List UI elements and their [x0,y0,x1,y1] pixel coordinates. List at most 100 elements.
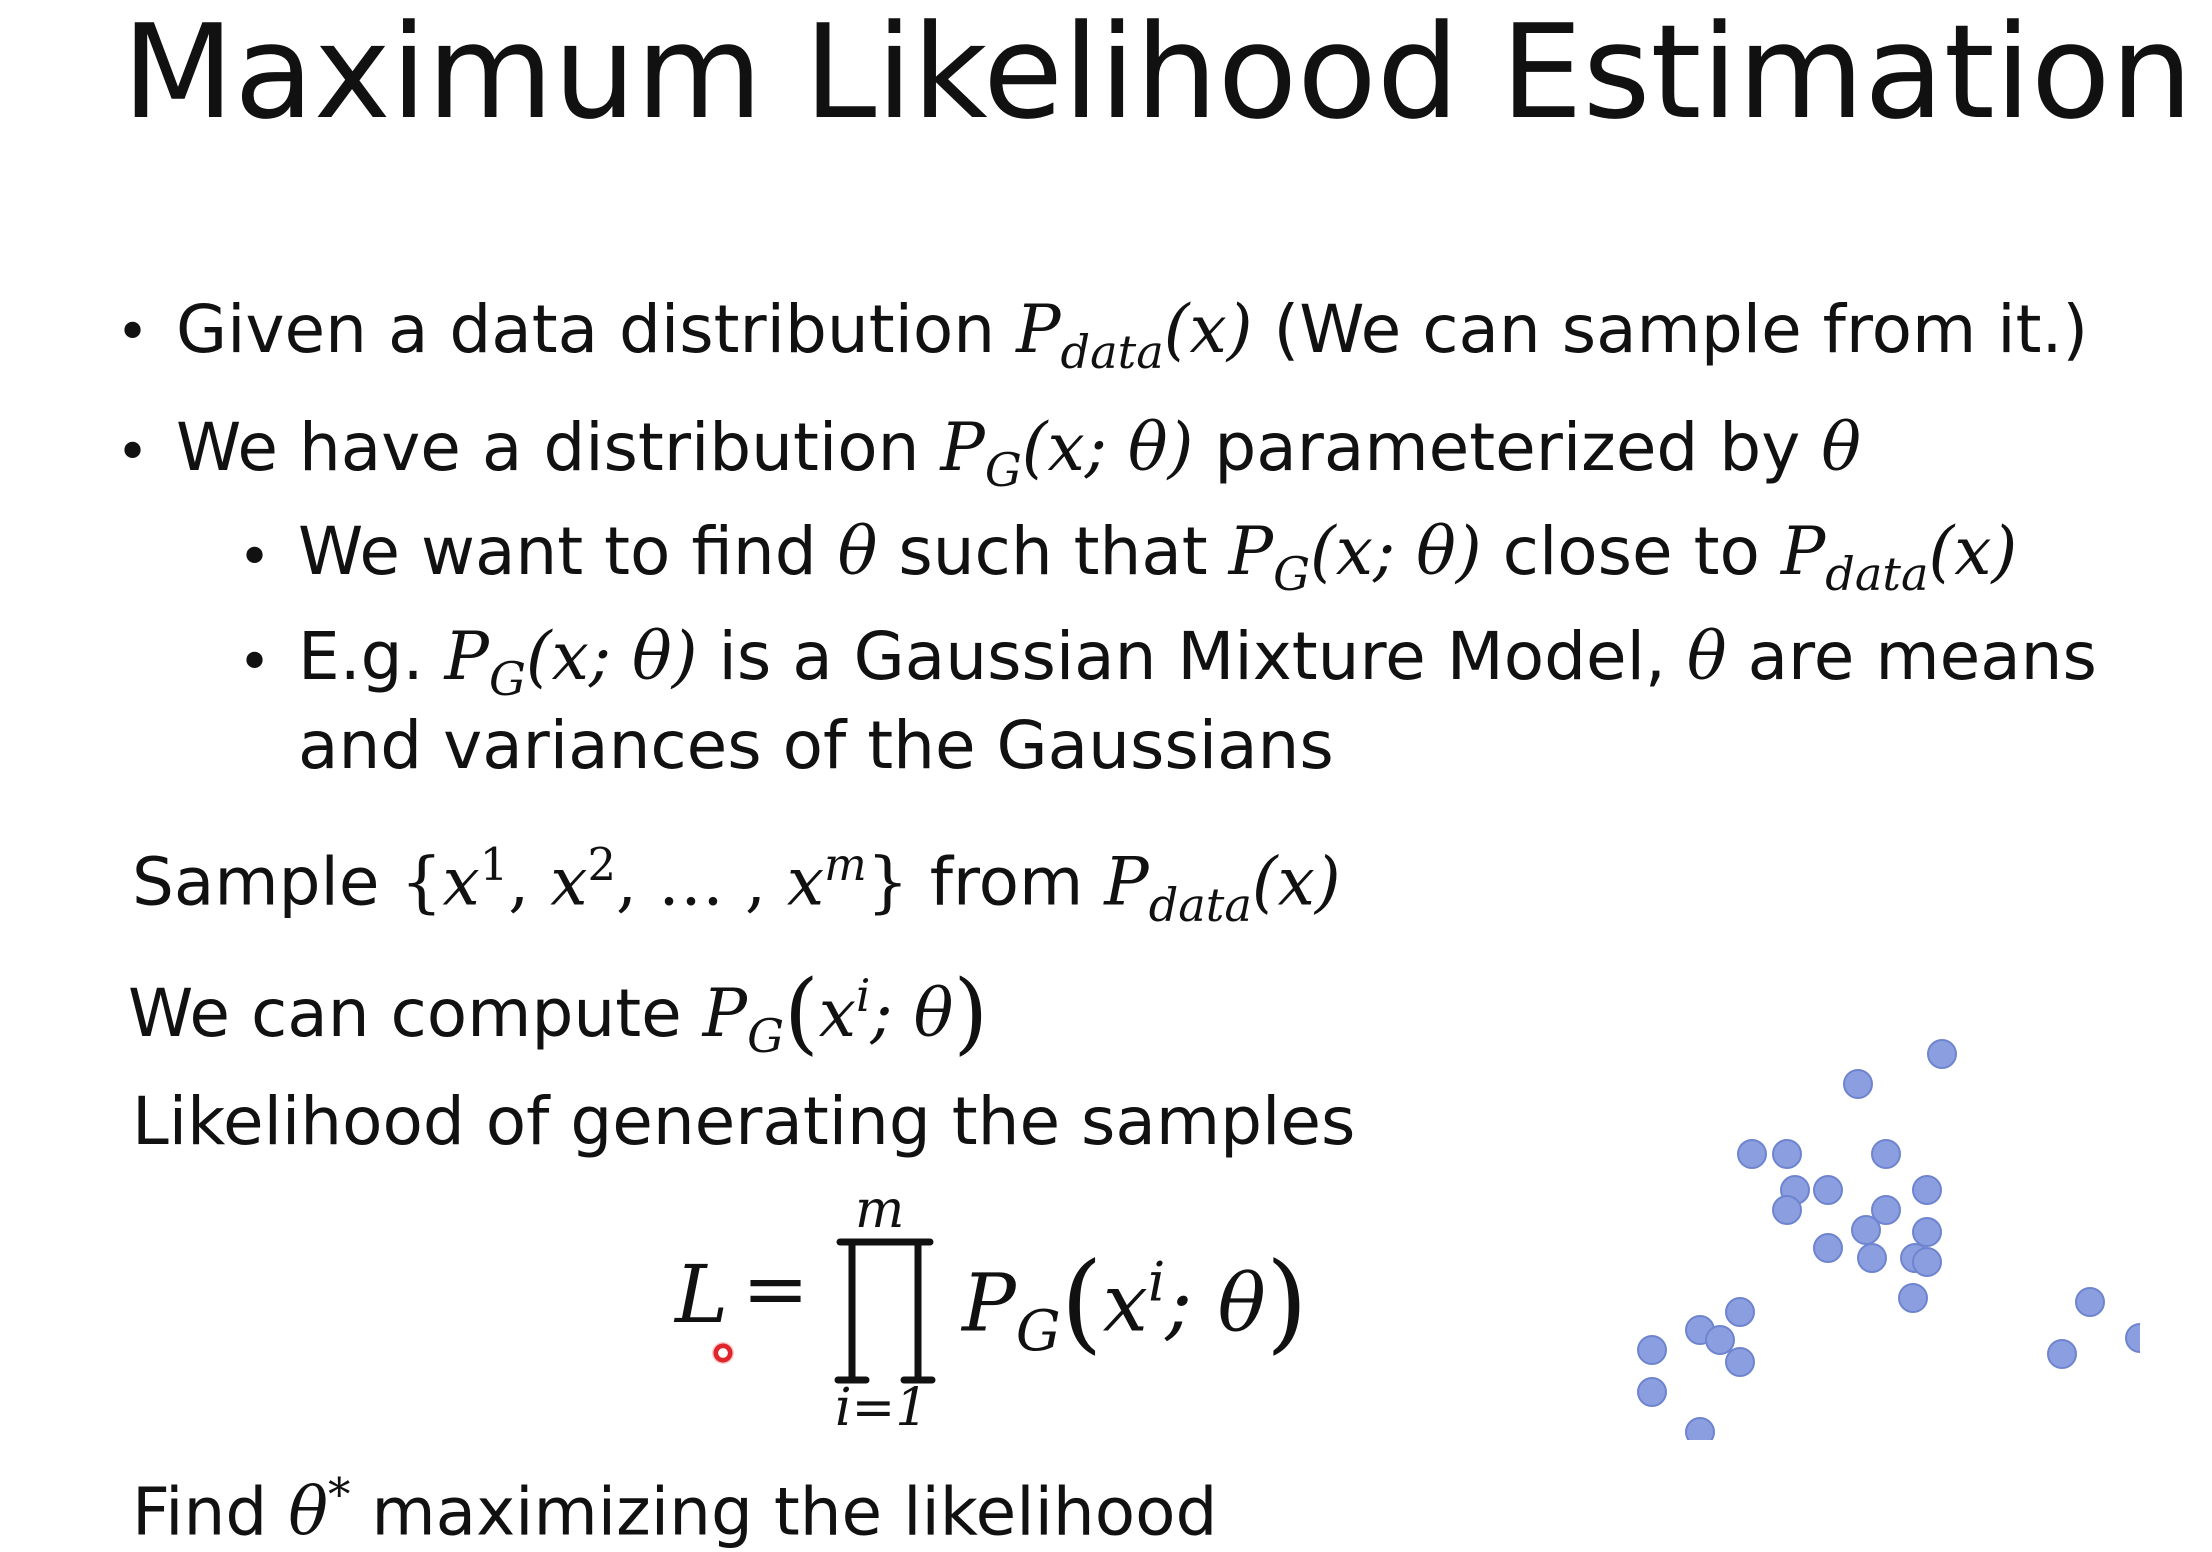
sample-point [1912,1217,1942,1247]
sub-bullet-gmm-example: E.g. PG(x; θ) is a Gaussian Mixture Mode… [298,617,2097,708]
sample-point [1898,1283,1928,1313]
sample-point [1912,1175,1942,1205]
sample-text-mid: from [908,843,1105,921]
bullet-given-data: Given a data distribution Pdata(x) (We c… [176,290,2088,381]
product-upper-limit: m [855,1180,905,1240]
sample-point [1851,1215,1881,1245]
sub1-text-pre: We want to find [298,513,838,590]
sample-point [1772,1195,1802,1225]
p-data-symbol: P [1016,291,1061,368]
sub1-text-mid: such that [877,513,1229,590]
sample-point [1637,1335,1667,1365]
bullet-dot: • [116,300,150,365]
x-superscript-2: 2 [587,838,617,891]
equation-L: L [675,1248,729,1341]
pg-subscript: G [488,652,526,707]
sub-bullet-dot: • [238,630,272,695]
open-paren: ( [784,961,819,1065]
theta-symbol: θ [288,1473,328,1551]
pg-subscript: G [1273,547,1310,602]
bullet-dot: • [116,420,150,485]
x-superscript-m: m [824,838,867,891]
theta-argument: ; θ [1165,1256,1266,1350]
product-icon [834,1238,936,1384]
likelihood-label: Likelihood of generating the samples [132,1083,1356,1160]
sample-point [1857,1243,1887,1273]
sub2-text-mid: is a Gaussian Mixture Model, [697,618,1687,695]
pg-symbol: P [962,1256,1016,1350]
sample-point [2047,1339,2077,1369]
p-data-argument: (x) [1928,513,2018,590]
sample-point [1725,1347,1755,1377]
x-symbol: x [442,843,480,921]
ellipsis: , … , [616,843,787,921]
p-data-argument: (x) [1251,843,1341,921]
find-text-post: maximizing the likelihood [350,1473,1218,1551]
sample-point [1871,1139,1901,1169]
x-superscript-i: i [1147,1250,1166,1314]
x-symbol: x [818,974,856,1052]
bullet2-text-pre: We have a distribution [176,409,941,486]
pg-argument: (x; θ) [525,618,698,695]
x-symbol: x [1102,1256,1148,1350]
sample-text-pre: Sample [132,843,401,921]
find-line: Find θ* maximizing the likelihood [132,1468,1217,1552]
equation-equals: = [742,1242,810,1335]
x-superscript-i: i [856,969,871,1023]
sample-point [1685,1417,1715,1440]
x-superscript-1: 1 [479,838,509,891]
theta-argument: ; θ [870,974,954,1052]
sample-points-illustration [1637,1039,2140,1440]
bullet2-text-mid: parameterized by [1193,409,1822,486]
pg-symbol: P [1228,513,1274,590]
x-symbol: x [786,843,825,921]
p-data-symbol: P [1104,843,1149,921]
sample-point [1912,1247,1942,1277]
theta-symbol: θ [837,513,878,590]
pg-subscript: G [984,443,1022,498]
likelihood-equation: L = m i=1 PG(xi; θ) [670,1180,1308,1450]
compute-text-pre: We can compute [128,974,703,1052]
pg-symbol: P [702,974,748,1052]
cursor-indicator [712,1342,734,1364]
p-data-subscript: data [1060,325,1164,380]
sample-point [1871,1195,1901,1225]
pg-subscript: G [747,1009,784,1064]
pg-subscript: G [1015,1298,1061,1364]
close-paren: ) [953,961,989,1065]
sample-line: Sample {x1, x2, … , xm} from Pdata(x) [132,838,1341,933]
p-data-subscript: data [1825,547,1929,602]
sample-point [1705,1325,1735,1355]
product-lower-limit: i=1 [835,1378,929,1438]
x-symbol: x [550,843,588,921]
sub-bullet-find-theta: We want to find θ such that PG(x; θ) clo… [298,512,2017,603]
sub2-text-post: are means [1726,618,2097,695]
set-close-brace: } [866,843,909,921]
pg-symbol: P [444,618,489,695]
pg-argument: (x; θ) [1021,409,1194,486]
slide-title: Maximum Likelihood Estimation [122,0,2193,148]
bullet-have-distribution: We have a distribution PG(x; θ) paramete… [176,408,1861,499]
set-open-brace: { [400,843,443,921]
p-data-argument: (x) [1163,291,1253,368]
theta-star: * [327,1468,351,1521]
theta-symbol: θ [1821,409,1861,486]
bullet1-text-post: (We can sample from it.) [1252,291,2089,368]
sample-point [1813,1175,1843,1205]
bullet1-text-pre: Given a data distribution [176,291,1017,368]
pg-symbol: P [940,409,985,486]
sub1-text-mid2: close to [1481,513,1781,590]
sample-point [1737,1139,1767,1169]
sample-point [1843,1069,1873,1099]
sample-point [1813,1233,1843,1263]
sample-point [1725,1297,1755,1327]
sample-point [1772,1139,1802,1169]
p-data-symbol: P [1780,513,1826,590]
find-text-pre: Find [132,1473,289,1551]
sample-point [1637,1377,1667,1407]
close-paren: ) [1265,1240,1308,1365]
sample-point [2075,1287,2105,1317]
theta-symbol: θ [1686,618,1727,695]
sub-bullet-gmm-example-line2: and variances of the Gaussians [298,707,1334,784]
